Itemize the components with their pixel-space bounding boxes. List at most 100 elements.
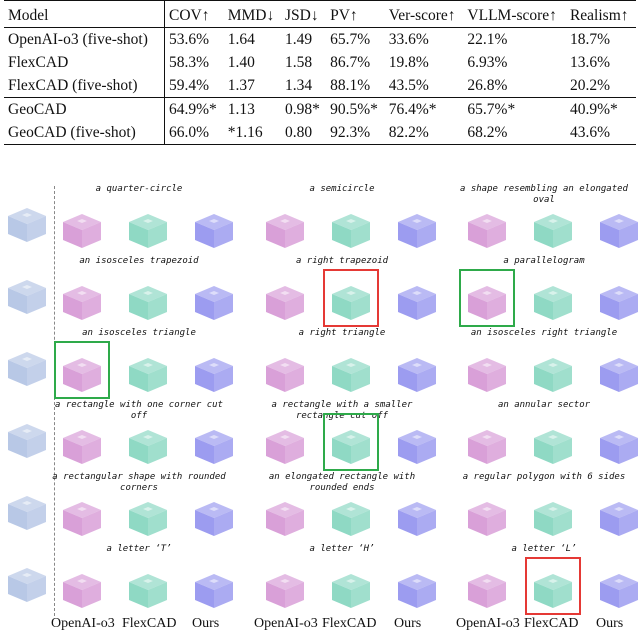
value-cell: 86.7% bbox=[330, 53, 371, 71]
value-cell: 68.2% bbox=[467, 123, 508, 141]
value-cell: 26.8% bbox=[467, 76, 508, 94]
ours-shape bbox=[189, 416, 239, 468]
header-jsd: JSD↓ bbox=[285, 6, 319, 24]
label-flexcad: FlexCAD bbox=[122, 616, 177, 631]
shape-caption: a right trapezoid bbox=[295, 256, 389, 266]
ours-shape bbox=[594, 560, 640, 612]
openai-shape bbox=[462, 416, 512, 468]
shape-caption: a regular polygon with 6 sides bbox=[462, 472, 626, 482]
openai-shape bbox=[462, 344, 512, 396]
shape-caption: an isosceles right triangle bbox=[470, 328, 618, 338]
value-cell: 88.1% bbox=[330, 76, 371, 94]
ours-shape bbox=[392, 560, 442, 612]
value-cell: 0.98* bbox=[285, 100, 320, 118]
label-flexcad: FlexCAD bbox=[322, 616, 377, 631]
flexcad-shape bbox=[123, 272, 173, 324]
flexcad-shape bbox=[528, 200, 578, 252]
flexcad-shape bbox=[123, 560, 173, 612]
table-row: GeoCAD (five-shot) 66.0% *1.16 0.80 92.3… bbox=[4, 121, 636, 145]
reference-separator bbox=[54, 186, 55, 616]
shape-caption: an elongated rectangle with rounded ends bbox=[268, 472, 416, 493]
openai-shape bbox=[57, 200, 107, 252]
openai-shape bbox=[57, 416, 107, 468]
shape-caption: a rectangle with a smaller rectangle cut… bbox=[271, 400, 413, 421]
openai-shape bbox=[57, 272, 107, 324]
flexcad-shape bbox=[326, 488, 376, 540]
reference-column bbox=[0, 180, 52, 632]
header-cov: COV↑ bbox=[169, 6, 210, 24]
header-vllm-score: VLLM-score↑ bbox=[467, 6, 557, 24]
results-table: Model COV↑ MMD↓ JSD↓ PV↑ Ver-score↑ VLLM… bbox=[4, 0, 636, 145]
openai-shape bbox=[260, 488, 310, 540]
value-cell: 20.2% bbox=[569, 76, 610, 94]
value-cell: 58.3% bbox=[169, 53, 210, 71]
openai-shape bbox=[260, 560, 310, 612]
header-realism: Realism↑ bbox=[569, 6, 629, 24]
flexcad-shape bbox=[123, 488, 173, 540]
label-openai: OpenAI-o3 bbox=[254, 616, 318, 631]
value-cell: 0.80 bbox=[285, 123, 313, 141]
value-cell: 76.4%* bbox=[388, 100, 437, 118]
value-cell: 33.6% bbox=[388, 30, 429, 48]
openai-shape bbox=[459, 269, 515, 327]
ours-shape bbox=[594, 344, 640, 396]
table-row: FlexCAD 58.3% 1.40 1.58 86.7% 19.8% 6.93… bbox=[4, 51, 636, 74]
ours-shape bbox=[392, 344, 442, 396]
flexcad-shape bbox=[123, 344, 173, 396]
shape-caption: a quarter-circle bbox=[95, 184, 183, 194]
ours-shape bbox=[594, 200, 640, 252]
value-cell: 1.40 bbox=[227, 53, 255, 71]
ours-shape bbox=[594, 272, 640, 324]
flexcad-shape bbox=[123, 200, 173, 252]
flexcad-shape bbox=[326, 200, 376, 252]
openai-shape bbox=[260, 416, 310, 468]
shape-caption: a right triangle bbox=[298, 328, 386, 338]
openai-shape bbox=[260, 200, 310, 252]
label-openai: OpenAI-o3 bbox=[456, 616, 520, 631]
value-cell: *1.16 bbox=[227, 123, 263, 141]
reference-shape bbox=[2, 482, 50, 536]
table-row: OpenAI-o3 (five-shot) 53.6% 1.64 1.49 65… bbox=[4, 27, 636, 51]
reference-shape bbox=[2, 194, 50, 248]
ours-shape bbox=[594, 488, 640, 540]
value-cell: 66.0% bbox=[169, 123, 210, 141]
shape-caption: a shape resembling an elongated oval bbox=[460, 184, 628, 205]
shape-caption: a letter ‘T’ bbox=[106, 544, 172, 554]
reference-shape bbox=[2, 410, 50, 464]
value-cell: 92.3% bbox=[330, 123, 371, 141]
shape-caption: an annular sector bbox=[497, 400, 591, 410]
ours-shape bbox=[594, 416, 640, 468]
ours-shape bbox=[189, 344, 239, 396]
header-ver-score: Ver-score↑ bbox=[388, 6, 456, 24]
openai-shape bbox=[54, 341, 110, 399]
label-ours: Ours bbox=[394, 616, 422, 631]
value-cell: 1.49 bbox=[285, 30, 313, 48]
shape-comparison-grid: a quarter-circle a semicircle a shape rese… bbox=[0, 180, 640, 632]
openai-shape bbox=[57, 488, 107, 540]
value-cell: 1.13 bbox=[227, 100, 255, 118]
openai-shape bbox=[260, 272, 310, 324]
openai-shape bbox=[462, 560, 512, 612]
ours-shape bbox=[189, 272, 239, 324]
model-cell: OpenAI-o3 (five-shot) bbox=[4, 27, 165, 51]
ours-shape bbox=[392, 416, 442, 468]
value-cell: 65.7%* bbox=[467, 100, 516, 118]
flexcad-shape bbox=[528, 488, 578, 540]
model-cell: GeoCAD (five-shot) bbox=[4, 121, 165, 145]
value-cell: 1.64 bbox=[227, 30, 255, 48]
table-row: GeoCAD 64.9%* 1.13 0.98* 90.5%* 76.4%* 6… bbox=[4, 97, 636, 121]
label-ours: Ours bbox=[192, 616, 220, 631]
label-ours: Ours bbox=[596, 616, 624, 631]
flexcad-shape bbox=[525, 557, 581, 615]
value-cell: 18.7% bbox=[569, 30, 610, 48]
value-cell: 43.5% bbox=[388, 76, 429, 94]
value-cell: 43.6% bbox=[569, 123, 610, 141]
value-cell: 65.7% bbox=[330, 30, 371, 48]
label-openai: OpenAI-o3 bbox=[51, 616, 115, 631]
value-cell: 40.9%* bbox=[569, 100, 618, 118]
reference-shape bbox=[2, 338, 50, 392]
table-row: FlexCAD (five-shot) 59.4% 1.37 1.34 88.1… bbox=[4, 74, 636, 98]
flexcad-shape bbox=[326, 344, 376, 396]
value-cell: 1.37 bbox=[227, 76, 255, 94]
openai-shape bbox=[462, 200, 512, 252]
